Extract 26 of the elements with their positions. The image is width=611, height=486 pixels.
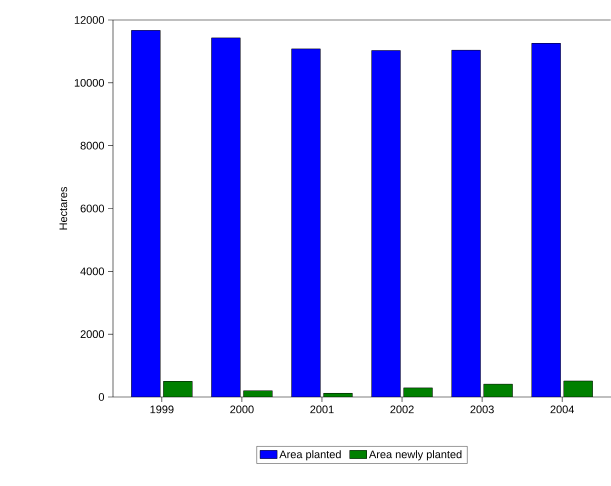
y-tick-label: 8000 — [80, 142, 104, 150]
x-tick-label: 2001 — [310, 406, 334, 414]
bar — [211, 38, 240, 397]
y-tick-label: 6000 — [80, 204, 104, 212]
x-tick-label: 2003 — [470, 406, 494, 414]
bar — [564, 380, 593, 397]
y-tick-label: 0 — [98, 393, 104, 401]
x-tick-label: 2004 — [550, 406, 574, 414]
x-tick-label: 1999 — [150, 406, 174, 414]
bar — [484, 384, 513, 397]
y-tick-label: 10000 — [74, 78, 104, 87]
y-axis-title: Hectares — [60, 186, 68, 230]
bar — [531, 42, 561, 397]
x-tick-label: 2002 — [390, 406, 414, 414]
bar — [452, 50, 480, 397]
y-tick-label: 4000 — [80, 267, 104, 276]
legend-label: Area newly planted — [368, 450, 462, 460]
legend-label: Area planted — [279, 450, 341, 460]
y-tick-label: 2000 — [80, 330, 104, 338]
x-tick-label: 2000 — [230, 406, 254, 414]
bar — [372, 50, 400, 397]
y-tick-label: 12000 — [74, 16, 104, 24]
bar — [131, 30, 160, 397]
bar — [292, 48, 320, 397]
bar — [163, 381, 192, 397]
bar — [404, 388, 432, 397]
